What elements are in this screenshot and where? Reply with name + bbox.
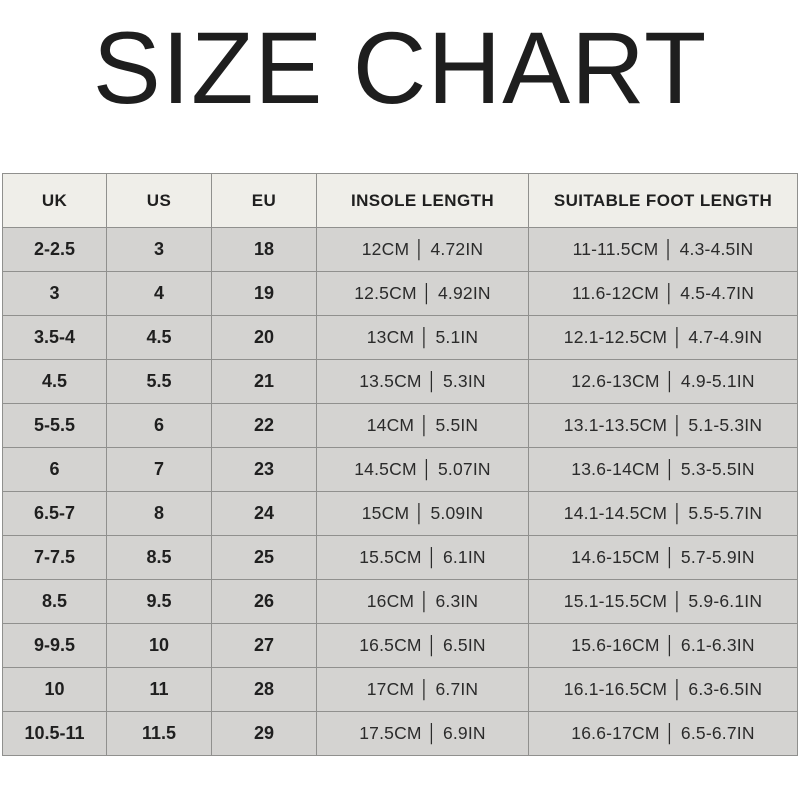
table-cell: 14CM │ 5.5IN [316, 403, 529, 449]
column-header-suitable-foot-length: SUITABLE FOOT LENGTH [528, 173, 798, 229]
table-cell: 10.5-11 [2, 711, 107, 757]
table-cell: 18 [211, 227, 317, 273]
table-cell: 20 [211, 315, 317, 361]
table-cell: 3 [2, 271, 107, 317]
table-cell: 10 [2, 667, 107, 713]
table-cell: 8.5 [2, 579, 107, 625]
table-cell: 28 [211, 667, 317, 713]
table-cell: 16CM │ 6.3IN [316, 579, 529, 625]
table-cell: 12.6-13CM │ 4.9-5.1IN [528, 359, 798, 405]
table-cell: 23 [211, 447, 317, 493]
table-row: 8.5 9.5 26 16CM │ 6.3IN 15.1-15.5CM │ 5.9-6.… [2, 579, 798, 625]
table-cell: 29 [211, 711, 317, 757]
table-cell: 21 [211, 359, 317, 405]
table-row: 6 7 23 14.5CM │ 5.07IN 13.6-14CM │ 5.3-5.5IN [2, 447, 798, 493]
table-row: 4.5 5.5 21 13.5CM │ 5.3IN 12.6-13CM │ 4.9-5.… [2, 359, 798, 405]
table-cell: 27 [211, 623, 317, 669]
table-cell: 13.1-13.5CM │ 5.1-5.3IN [528, 403, 798, 449]
table-cell: 12CM │ 4.72IN [316, 227, 529, 273]
table-cell: 11-11.5CM │ 4.3-4.5IN [528, 227, 798, 273]
table-row: 3.5-4 4.5 20 13CM │ 5.1IN 12.1-12.5CM │ 4.7-… [2, 315, 798, 361]
table-cell: 25 [211, 535, 317, 581]
table-cell: 7-7.5 [2, 535, 107, 581]
table-cell: 11.6-12CM │ 4.5-4.7IN [528, 271, 798, 317]
table-row: 10.5-11 11.5 29 17.5CM │ 6.9IN 16.6-17CM │ 6… [2, 711, 798, 757]
table-row: 5-5.5 6 22 14CM │ 5.5IN 13.1-13.5CM │ 5.1-5.… [2, 403, 798, 449]
table-cell: 5.5 [106, 359, 212, 405]
table-cell: 13.6-14CM │ 5.3-5.5IN [528, 447, 798, 493]
table-cell: 2-2.5 [2, 227, 107, 273]
table-cell: 10 [106, 623, 212, 669]
table-cell: 15CM │ 5.09IN [316, 491, 529, 537]
column-header-insole-length: INSOLE LENGTH [316, 173, 529, 229]
table-cell: 13.5CM │ 5.3IN [316, 359, 529, 405]
table-cell: 6 [2, 447, 107, 493]
table-cell: 8.5 [106, 535, 212, 581]
table-cell: 6.5-7 [2, 491, 107, 537]
table-cell: 19 [211, 271, 317, 317]
table-cell: 15.6-16CM │ 6.1-6.3IN [528, 623, 798, 669]
table-cell: 12.1-12.5CM │ 4.7-4.9IN [528, 315, 798, 361]
table-cell: 7 [106, 447, 212, 493]
column-header-uk: UK [2, 173, 107, 229]
table-body: 2-2.5 3 18 12CM │ 4.72IN 11-11.5CM │ 4.3-4.5… [2, 227, 798, 757]
table-row: 9-9.5 10 27 16.5CM │ 6.5IN 15.6-16CM │ 6.1-6… [2, 623, 798, 669]
table-row: 2-2.5 3 18 12CM │ 4.72IN 11-11.5CM │ 4.3-4.5… [2, 227, 798, 273]
table-header-row: UK US EU INSOLE LENGTH SUITABLE FOOT LENGTH [2, 173, 798, 229]
table-cell: 8 [106, 491, 212, 537]
table-cell: 17.5CM │ 6.9IN [316, 711, 529, 757]
table-cell: 12.5CM │ 4.92IN [316, 271, 529, 317]
table-cell: 11.5 [106, 711, 212, 757]
table-cell: 5-5.5 [2, 403, 107, 449]
table-row: 3 4 19 12.5CM │ 4.92IN 11.6-12CM │ 4.5-4.7IN [2, 271, 798, 317]
table-cell: 16.6-17CM │ 6.5-6.7IN [528, 711, 798, 757]
table-cell: 9-9.5 [2, 623, 107, 669]
table-cell: 14.1-14.5CM │ 5.5-5.7IN [528, 491, 798, 537]
table-cell: 14.5CM │ 5.07IN [316, 447, 529, 493]
table-row: 10 11 28 17CM │ 6.7IN 16.1-16.5CM │ 6.3-6.5I… [2, 667, 798, 713]
table-cell: 4.5 [2, 359, 107, 405]
table-cell: 15.5CM │ 6.1IN [316, 535, 529, 581]
table-cell: 16.5CM │ 6.5IN [316, 623, 529, 669]
table-cell: 16.1-16.5CM │ 6.3-6.5IN [528, 667, 798, 713]
table-cell: 17CM │ 6.7IN [316, 667, 529, 713]
table-row: 7-7.5 8.5 25 15.5CM │ 6.1IN 14.6-15CM │ 5.7-… [2, 535, 798, 581]
table-cell: 3 [106, 227, 212, 273]
column-header-us: US [106, 173, 212, 229]
page-title: SIZE CHART [92, 11, 708, 125]
table-cell: 11 [106, 667, 212, 713]
table-cell: 3.5-4 [2, 315, 107, 361]
table-row: 6.5-7 8 24 15CM │ 5.09IN 14.1-14.5CM │ 5.5-5… [2, 491, 798, 537]
table-cell: 4.5 [106, 315, 212, 361]
table-cell: 13CM │ 5.1IN [316, 315, 529, 361]
column-header-eu: EU [211, 173, 317, 229]
size-chart-table: UK US EU INSOLE LENGTH SUITABLE FOOT LENGTH … [2, 173, 798, 757]
table-cell: 15.1-15.5CM │ 5.9-6.1IN [528, 579, 798, 625]
table-cell: 24 [211, 491, 317, 537]
table-cell: 4 [106, 271, 212, 317]
table-cell: 6 [106, 403, 212, 449]
table-cell: 26 [211, 579, 317, 625]
table-cell: 22 [211, 403, 317, 449]
table-cell: 14.6-15CM │ 5.7-5.9IN [528, 535, 798, 581]
table-cell: 9.5 [106, 579, 212, 625]
